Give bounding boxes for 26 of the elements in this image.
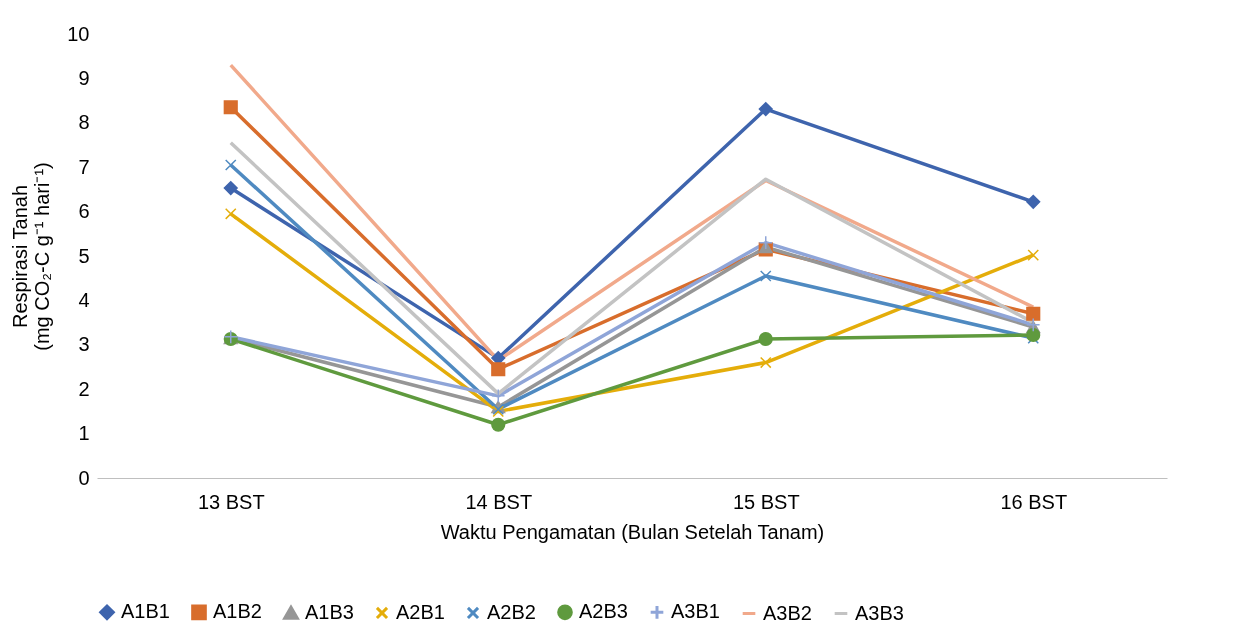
legend-label: A2B3: [579, 600, 628, 623]
y-tick-label: 4: [78, 288, 90, 311]
x-tick-label: 14 BST: [465, 490, 533, 513]
x-tick-label: 15 BST: [732, 490, 800, 513]
x-axis-title: Waktu Pengamatan (Bulan Setelah Tanam): [440, 520, 825, 543]
y-tick-label: 5: [78, 244, 90, 267]
legend-label: A3B1: [671, 600, 720, 623]
legend-label: A1B2: [213, 600, 262, 623]
legend-label: A2B2: [487, 600, 536, 623]
x-tick-label: 16 BST: [1000, 490, 1068, 513]
y-tick-label: 2: [78, 377, 90, 400]
y-tick-label: 1: [78, 422, 90, 445]
legend-label: A1B1: [121, 600, 170, 623]
legend-label: A3B2: [763, 601, 812, 624]
legend-label: A2B1: [396, 600, 445, 623]
y-tick-label: 9: [78, 66, 90, 89]
y-axis-title: Respirasi Tanah (mg CO₂-C g⁻¹ hari⁻¹): [9, 162, 54, 351]
y-tick-label: 10: [67, 22, 90, 45]
y-tick-label: 8: [78, 111, 90, 134]
legend-label: A1B3: [305, 600, 354, 623]
x-tick-label: 13 BST: [197, 490, 265, 513]
y-tick-label: 0: [78, 466, 90, 489]
y-tick-label: 3: [78, 333, 90, 356]
y-tick-label: 7: [78, 155, 90, 178]
y-tick-label: 6: [78, 200, 90, 223]
legend-label: A3B3: [855, 601, 904, 624]
